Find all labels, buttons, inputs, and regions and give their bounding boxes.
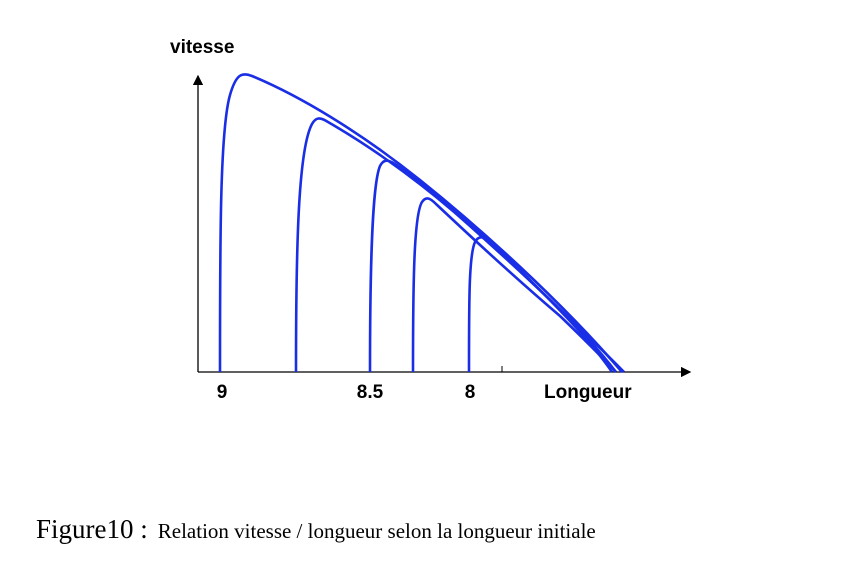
curve — [218, 73, 623, 373]
curve — [368, 159, 614, 373]
curve — [294, 117, 618, 373]
caption-text: Relation vitesse / longueur selon la lon… — [158, 519, 596, 543]
caption: Figure10 : Relation vitesse / longueur s… — [36, 514, 596, 544]
curve — [411, 197, 617, 373]
tick-label: 8.5 — [357, 382, 384, 403]
tick-label: 9 — [217, 382, 228, 403]
curve — [467, 236, 625, 373]
y-axis-label: vitesse — [170, 37, 234, 58]
x-axis-label: Longueur — [544, 382, 632, 403]
caption-number: Figure10 : — [36, 514, 148, 544]
tick-label: 8 — [465, 382, 476, 403]
